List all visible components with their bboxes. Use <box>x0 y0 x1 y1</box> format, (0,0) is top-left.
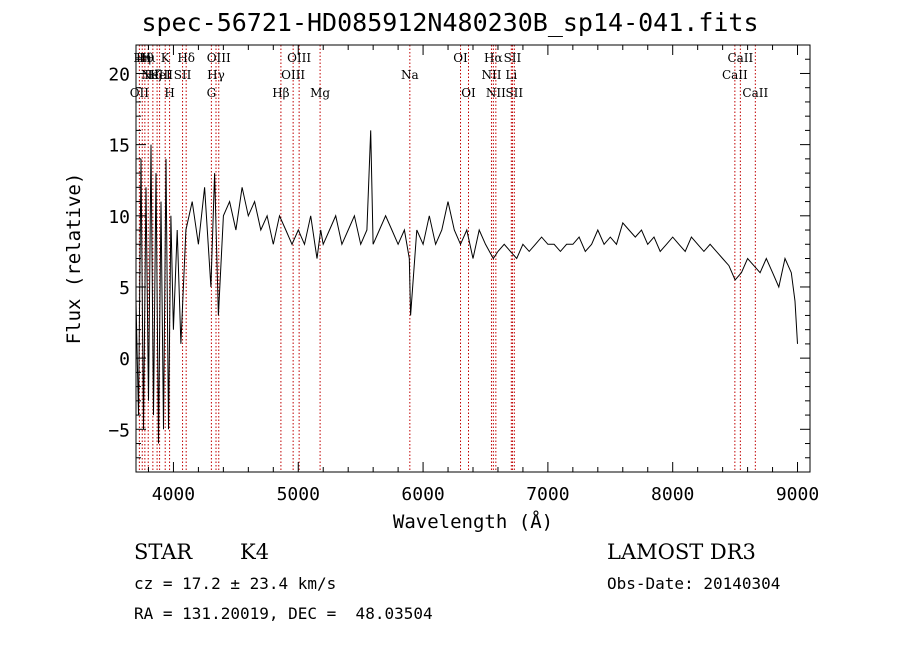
spectral-line-label: G <box>207 86 217 100</box>
spectral-line-label: K <box>161 51 171 65</box>
spectral-line-label: OIII <box>287 51 311 65</box>
spectral-line-label: Hη <box>133 51 151 65</box>
y-tick-label: −5 <box>108 420 130 441</box>
y-axis-ticks: −5 0 5 10 15 20 <box>108 58 810 459</box>
spectral-line-markers <box>138 45 756 472</box>
y-tick-label: 15 <box>108 136 130 157</box>
spectral-line-label: OI <box>461 86 476 100</box>
spectral-line-label: Hι <box>141 51 156 65</box>
x-tick-label: 9000 <box>776 484 819 505</box>
spectral-line-label: CaII <box>727 51 753 65</box>
spectral-line-label: OII <box>130 86 150 100</box>
x-tick-label: 6000 <box>401 484 444 505</box>
x-tick-label: 4000 <box>152 484 195 505</box>
spectral-line-label: Hα <box>484 51 503 65</box>
chart-title: spec-56721-HD085912N480230B_sp14-041.fit… <box>141 8 759 37</box>
survey-name: LAMOST DR3 <box>607 540 756 564</box>
spectral-line-label: CaII <box>722 68 748 82</box>
spectral-line-label: Mg <box>310 86 330 100</box>
spectral-line-label: SII <box>174 68 192 82</box>
spectrum-series-line <box>135 130 798 444</box>
spectral-line-label: Hγ <box>207 68 225 82</box>
x-tick-label: 8000 <box>651 484 694 505</box>
sky-coordinates: RA = 131.20019, DEC = 48.03504 <box>134 604 433 623</box>
y-tick-label: 0 <box>119 349 130 370</box>
y-axis-label: Flux (relative) <box>63 173 85 345</box>
x-axis-label: Wavelength (Å) <box>393 510 553 533</box>
spectral-line-label: NII <box>481 68 501 82</box>
spectral-line-label: H <box>164 86 174 100</box>
spectral-line-label: SII <box>505 86 523 100</box>
y-tick-label: 5 <box>119 278 130 299</box>
spectral-line-label: Hβ <box>272 86 289 100</box>
object-class: STAR <box>134 540 193 564</box>
x-axis-ticks: 4000 5000 6000 7000 8000 9000 <box>147 45 819 505</box>
x-tick-label: 5000 <box>277 484 320 505</box>
spectral-line-label: NeIII <box>141 68 173 82</box>
spectral-line-label: SII <box>504 51 522 65</box>
y-tick-label: 10 <box>108 207 130 228</box>
spectral-line-label: Li <box>505 68 517 82</box>
x-tick-label: 7000 <box>526 484 569 505</box>
spectral-line-label: Hθ <box>136 51 154 65</box>
redshift-velocity: cz = 17.2 ± 23.4 km/s <box>134 574 337 593</box>
spectral-line-label: Hδ <box>177 51 195 65</box>
spectral-line-label: OIII <box>281 68 305 82</box>
spectral-line-label: HeI <box>148 68 171 82</box>
observation-date: Obs-Date: 20140304 <box>607 574 781 593</box>
spectral-line-label: Hζ <box>144 68 161 82</box>
object-subclass: K4 <box>240 540 270 564</box>
spectral-line-label: OIII <box>207 51 231 65</box>
spectral-line-labels: OIIHηHθHιHζNeIIIHeIKHSIIHδGHγOIIIHβOIIIO… <box>130 51 769 100</box>
spectral-line-label: NII <box>486 86 506 100</box>
spectral-line-label: OI <box>453 51 468 65</box>
spectral-line-label: Na <box>401 68 419 82</box>
spectral-line-label: CaII <box>742 86 768 100</box>
y-tick-label: 20 <box>108 64 130 85</box>
